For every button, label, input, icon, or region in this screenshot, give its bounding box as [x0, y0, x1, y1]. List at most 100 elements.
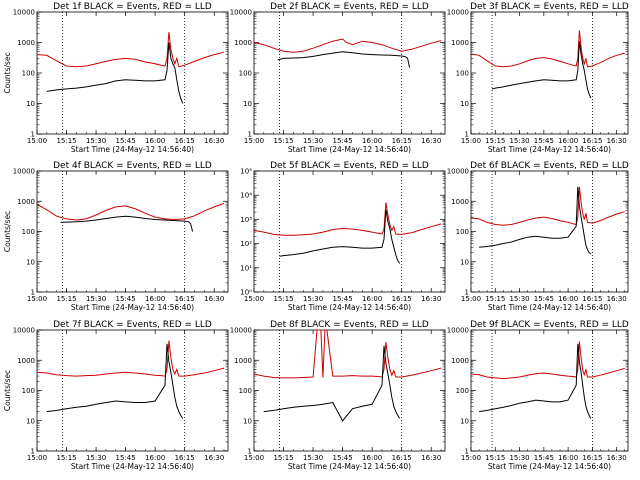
x-tick-label: 15:00 [27, 295, 47, 303]
y-tick-label: 10000 [447, 9, 469, 17]
x-tick-label: 15:15 [273, 454, 293, 462]
chart-panel-3: Det 3f BLACK = Events, RED = LLD 15:00 15:… [447, 2, 629, 154]
x-tick-label: 15:15 [485, 295, 505, 303]
x-tick-label: 15:30 [303, 295, 323, 303]
x-tick-label: 15:00 [244, 454, 264, 462]
y-tick-label: 10 [243, 417, 252, 425]
lld-series-line [470, 30, 625, 68]
x-axis-label: Start Time (24-May-12 14:56:40) [288, 303, 411, 312]
x-tick-label: 15:00 [244, 295, 264, 303]
x-tick-label: 16:30 [421, 454, 441, 462]
y-tick-label: 1000 [451, 39, 469, 47]
x-tick-label: 16:30 [421, 137, 441, 145]
x-tick-label: 15:00 [244, 137, 264, 145]
plot-frame [36, 329, 229, 452]
x-tick-label: 16:30 [204, 454, 224, 462]
x-tick-label: 16:30 [204, 137, 224, 145]
x-tick-label: 16:00 [558, 137, 578, 145]
x-tick-label: 16:15 [175, 137, 195, 145]
y-tick-label: 1000 [17, 198, 35, 206]
chart-panel-5: Det 5f BLACK = Events, RED = LLD 15:00 15:… [240, 161, 446, 312]
x-tick-label: 15:45 [333, 137, 353, 145]
plot-frame [36, 170, 229, 293]
x-axis-label: Start Time (24-May-12 14:56:40) [71, 303, 194, 312]
events-series-line [46, 42, 184, 104]
x-axis-label: Start Time (24-May-12 14:56:40) [488, 145, 611, 154]
y-tick-label: 100 [239, 70, 252, 78]
y-axis-label: Counts/sec [3, 370, 12, 411]
y-tick-label: 1000 [234, 357, 252, 365]
x-axis-label: Start Time (24-May-12 14:56:40) [488, 462, 611, 471]
y-tick-label: 10 [26, 417, 35, 425]
x-tick-label: 16:00 [145, 295, 165, 303]
y-tick-label: 10000 [13, 9, 35, 17]
x-tick-label: 16:15 [582, 295, 602, 303]
chart-panel-2: Det 2f BLACK = Events, RED = LLD 15:00 15:… [230, 2, 446, 154]
x-tick-label: 15:30 [509, 295, 529, 303]
x-tick-label: 15:00 [27, 137, 47, 145]
y-tick-label: 1 [465, 448, 469, 456]
y-tick-label: 1000 [17, 357, 35, 365]
x-tick-label: 16:15 [392, 295, 412, 303]
y-tick-label: 10 [460, 258, 469, 266]
y-tick-label: 10 [460, 417, 469, 425]
lld-series-line [253, 329, 442, 379]
chart-panel-9: Det 9f BLACK = Events, RED = LLD 15:00 15:… [447, 320, 629, 471]
y-tick-label: 1000 [451, 357, 469, 365]
x-tick-label: 15:30 [303, 137, 323, 145]
plot-frame [253, 329, 446, 452]
y-tick-label: 10000 [447, 327, 469, 335]
x-axis-label: Start Time (24-May-12 14:56:40) [288, 145, 411, 154]
x-tick-label: 15:45 [534, 295, 554, 303]
x-tick-label: 15:00 [461, 295, 481, 303]
chart-title: Det 3f BLACK = Events, RED = LLD [470, 2, 629, 12]
x-tick-label: 16:00 [362, 295, 382, 303]
x-tick-label: 16:00 [362, 137, 382, 145]
y-tick-label: 1000 [17, 39, 35, 47]
y-tick-label: 10³ [240, 216, 252, 224]
x-tick-label: 15:45 [333, 454, 353, 462]
x-tick-label: 15:45 [116, 454, 136, 462]
y-tick-label: 10¹ [240, 264, 252, 272]
x-tick-label: 15:45 [116, 137, 136, 145]
x-tick-label: 15:45 [333, 295, 353, 303]
y-axis-label: Counts/sec [3, 52, 12, 93]
x-tick-label: 15:15 [273, 295, 293, 303]
x-tick-label: 15:30 [86, 454, 106, 462]
y-tick-label: 10⁵ [240, 168, 252, 176]
x-tick-label: 16:15 [582, 454, 602, 462]
x-tick-label: 16:30 [421, 295, 441, 303]
chart-panel-1: Det 1f BLACK = Events, RED = LLD 15:00 15:… [3, 2, 229, 154]
x-tick-label: 15:45 [534, 454, 554, 462]
x-tick-label: 15:15 [56, 137, 76, 145]
x-tick-label: 15:30 [509, 454, 529, 462]
plot-frame [470, 170, 629, 293]
lld-series-line [470, 186, 625, 226]
x-axis-label: Start Time (24-May-12 14:56:40) [288, 462, 411, 471]
y-tick-label: 100 [456, 70, 469, 78]
x-tick-label: 15:30 [303, 454, 323, 462]
events-series-line [279, 209, 401, 264]
chart-title: Det 4f BLACK = Events, RED = LLD [53, 161, 212, 171]
y-axis-label: Counts/sec [3, 211, 12, 252]
x-tick-label: 15:30 [86, 295, 106, 303]
y-tick-label: 1 [465, 131, 469, 139]
y-tick-label: 10000 [447, 168, 469, 176]
x-tick-label: 16:00 [145, 454, 165, 462]
x-tick-label: 15:45 [534, 137, 554, 145]
x-tick-label: 16:00 [362, 454, 382, 462]
y-tick-label: 100 [22, 70, 35, 78]
x-tick-label: 16:30 [607, 454, 627, 462]
x-tick-label: 16:30 [607, 295, 627, 303]
events-series-line [479, 343, 592, 419]
y-tick-label: 10⁰ [240, 289, 252, 297]
y-tick-label: 1000 [451, 198, 469, 206]
lld-series-line [470, 341, 625, 380]
chart-panel-4: Det 4f BLACK = Events, RED = LLD 15:00 15:… [3, 161, 229, 312]
events-series-line [491, 41, 592, 99]
y-tick-label: 10000 [230, 327, 252, 335]
chart-title: Det 6f BLACK = Events, RED = LLD [470, 161, 629, 171]
y-tick-label: 100 [22, 228, 35, 236]
y-tick-label: 10 [26, 258, 35, 266]
